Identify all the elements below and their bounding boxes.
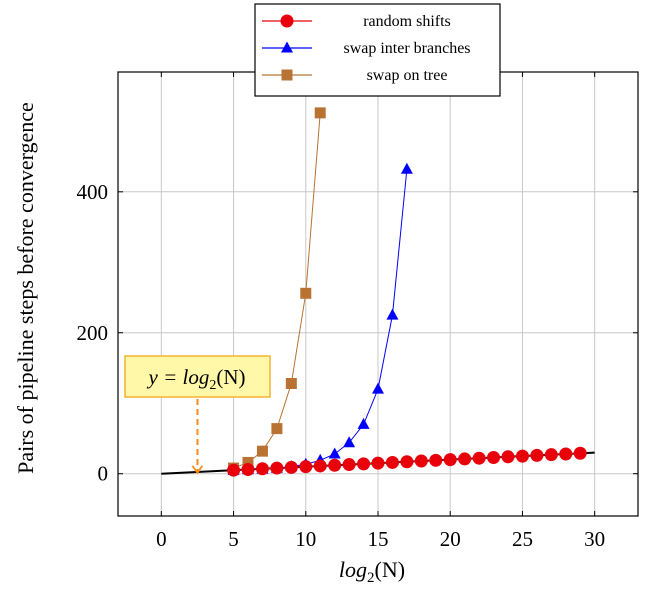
data-point <box>227 463 241 477</box>
x-tick-label: 30 <box>584 527 605 551</box>
x-axis-label-main: log <box>339 557 367 582</box>
data-point <box>270 461 284 475</box>
data-point <box>559 447 573 461</box>
x-tick-label: 0 <box>156 527 167 551</box>
data-point <box>371 456 385 470</box>
y-tick-label: 400 <box>77 180 109 204</box>
legend-entry: swap on tree <box>262 67 447 84</box>
x-axis-label-tail: (N) <box>375 557 406 582</box>
legend-entry: random shifts <box>262 13 451 30</box>
data-point <box>530 448 544 462</box>
data-point <box>515 449 529 463</box>
legend-box <box>254 3 501 97</box>
data-point <box>284 460 298 474</box>
data-point <box>242 456 254 468</box>
data-point <box>328 458 342 472</box>
ticks: 0 5 10 15 20 25 30 0 200 400 <box>77 72 638 551</box>
data-point <box>271 423 283 435</box>
x-tick-label: 10 <box>295 527 316 551</box>
series-line <box>233 169 408 471</box>
data-point <box>487 451 501 465</box>
annotation-arrowhead <box>191 465 204 475</box>
series-swap-inter-branches <box>227 162 413 475</box>
legend-swatch-marker <box>281 41 293 53</box>
legend-label: random shifts <box>363 13 451 30</box>
y-tick-label: 200 <box>77 321 109 345</box>
series-random-shifts <box>227 446 587 477</box>
data-point <box>501 450 515 464</box>
x-tick-label: 15 <box>368 527 389 551</box>
data-point <box>458 452 472 466</box>
data-point <box>386 308 399 320</box>
data-point <box>342 458 356 472</box>
series-layer <box>161 107 595 477</box>
data-point <box>357 417 370 429</box>
annotation-prefix: y = <box>147 365 183 389</box>
data-point <box>299 460 313 474</box>
x-tick-label: 25 <box>512 527 533 551</box>
legend-entry: swap inter branches <box>262 40 471 57</box>
x-tick-label: 5 <box>228 527 239 551</box>
legend-swatch-marker <box>281 69 293 81</box>
legend-label: swap on tree <box>367 67 448 84</box>
data-point <box>573 446 587 460</box>
data-point <box>400 455 414 469</box>
data-point <box>544 448 558 462</box>
data-point <box>313 459 327 473</box>
y-axis-label: Pairs of pipeline steps before convergen… <box>13 102 38 474</box>
data-point <box>285 378 297 390</box>
data-point <box>256 445 268 457</box>
data-point <box>372 382 384 394</box>
data-point <box>328 447 341 459</box>
series-swap-on-tree <box>228 107 326 474</box>
data-point <box>429 453 443 467</box>
legend-label: swap inter branches <box>343 40 470 57</box>
legend: random shifts swap inter branches swap on … <box>254 3 501 97</box>
annotation-log: log <box>183 365 210 389</box>
data-point <box>300 287 312 299</box>
grid <box>118 72 638 516</box>
annotation-tail: (N) <box>216 365 245 389</box>
annotation-box <box>124 355 271 398</box>
x-tick-label: 20 <box>440 527 461 551</box>
y-tick-label: 0 <box>98 462 109 486</box>
data-point <box>472 451 486 465</box>
data-point <box>385 455 399 469</box>
data-point <box>255 462 269 476</box>
data-point <box>241 462 255 476</box>
data-point <box>343 436 356 448</box>
data-point <box>357 457 371 471</box>
data-point <box>443 453 457 467</box>
annotation-sub: 2 <box>209 378 216 393</box>
legend-swatch-marker <box>280 14 294 28</box>
data-point <box>414 454 428 468</box>
annotation: y = log2(N) <box>124 355 271 475</box>
annotation-label: y = log2(N) <box>147 365 246 393</box>
x-axis-label-sub: 2 <box>367 570 375 586</box>
x-axis-label: log2(N) <box>339 557 405 586</box>
data-point <box>314 107 326 119</box>
data-point <box>400 162 413 174</box>
